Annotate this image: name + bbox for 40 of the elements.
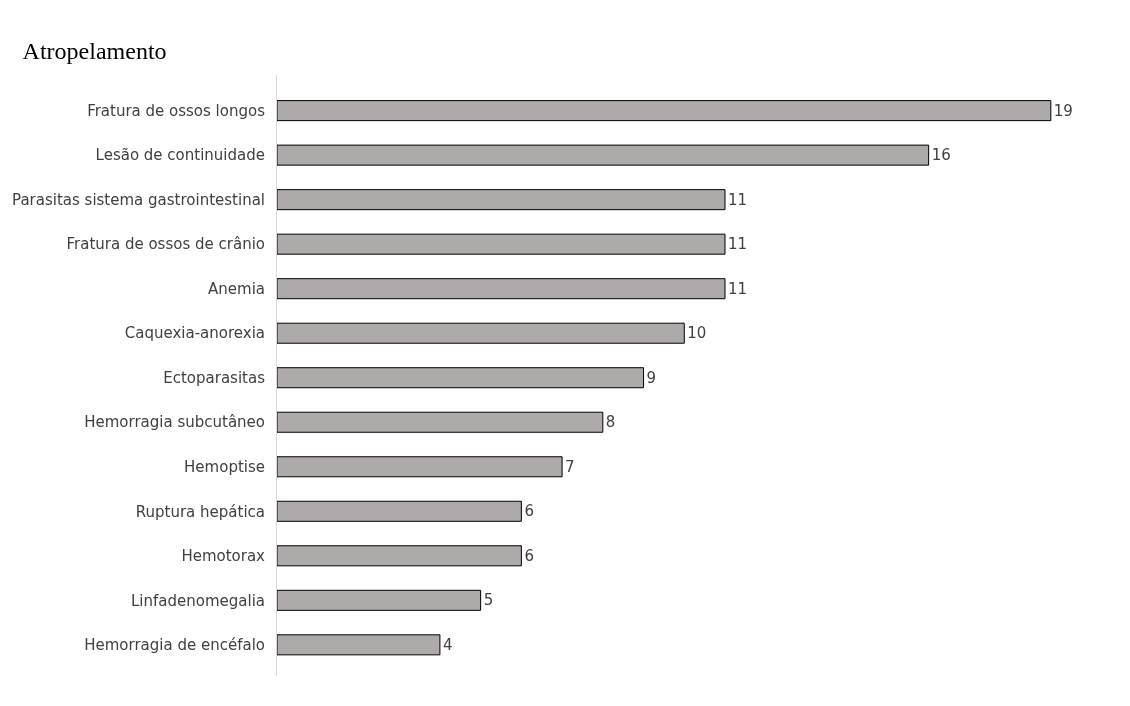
y-tick-label: Hemorragia subcutâneo [84,413,265,432]
bar [277,411,604,433]
y-tick-label: Anemia [208,279,265,298]
data-label: 5 [483,591,494,610]
bar [277,233,726,255]
y-tick-label: Hemoptise [184,458,265,477]
data-label: 7 [565,457,575,476]
bar [277,189,726,211]
y-tick-label: Ruptura hepática [135,502,265,521]
y-tick-label: Parasitas sistema gastrointestinal [12,190,265,209]
data-label: 6 [524,546,534,565]
bar [277,367,645,389]
bar [277,100,1052,122]
bar [277,634,441,656]
data-label: 4 [442,635,453,654]
y-tick-label: Caquexia-anorexia [124,324,265,343]
bar [277,278,726,300]
y-tick-label: Fratura de ossos longos [87,101,266,120]
data-label: 11 [728,235,748,254]
data-label: 6 [524,502,534,521]
data-label: 10 [687,324,707,343]
data-label: 19 [1053,101,1073,120]
bar [277,322,685,344]
bar [277,545,522,567]
data-label: 16 [931,146,951,165]
bar [277,589,482,611]
data-label: 11 [728,279,748,298]
y-tick-label: Fratura de ossos de crânio [66,235,265,254]
y-tick-label: Lesão de continuidade [95,146,265,165]
y-tick-label: Linfadenomegalia [130,591,265,610]
y-tick-label: Hemotorax [181,547,266,566]
bar [277,500,522,522]
data-label: 9 [646,368,657,387]
bar [277,144,930,166]
y-tick-label: Hemorragia de encéfalo [84,636,265,655]
bar [277,456,563,478]
data-label: 8 [605,413,616,432]
y-tick-label: Ectoparasitas [163,368,266,387]
data-label: 11 [728,190,748,209]
chart-title: Atropelamento [22,38,167,65]
